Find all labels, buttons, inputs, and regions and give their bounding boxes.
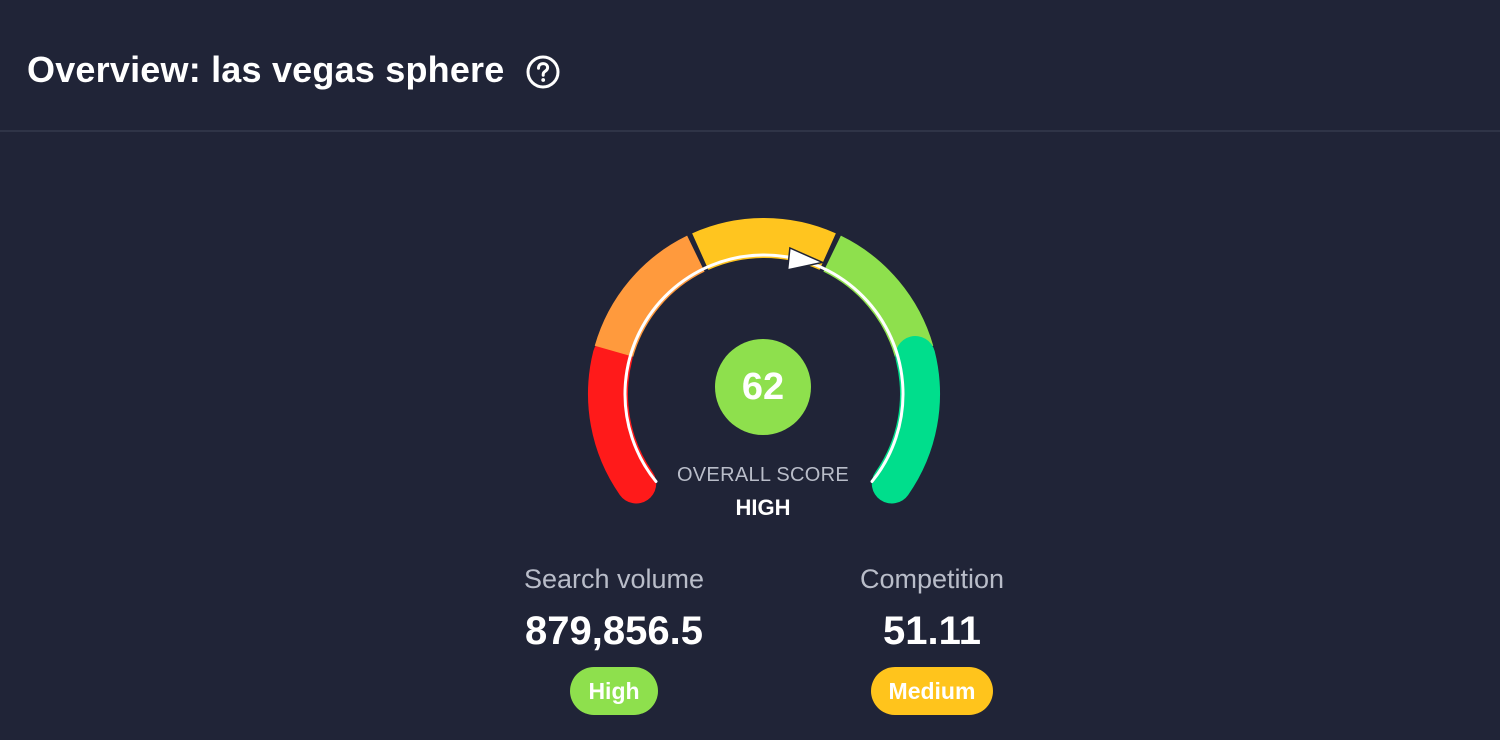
competition-badge: Medium xyxy=(870,667,994,715)
overview-header: Overview: las vegas sphere xyxy=(0,0,1500,132)
overall-score-value: 62 xyxy=(715,339,811,435)
gauge-pointer-icon xyxy=(786,246,826,271)
score-gauge xyxy=(588,218,940,504)
gauge-segment xyxy=(871,336,940,504)
search-volume-value: 879,856.5 xyxy=(525,609,703,653)
search-volume-badge: High xyxy=(570,667,658,715)
competition-metric: Competition 51.11 Medium xyxy=(782,562,1082,715)
gauge-segment xyxy=(594,235,706,358)
page-title: Overview: las vegas sphere xyxy=(27,49,505,90)
search-volume-metric: Search volume 879,856.5 High xyxy=(464,562,764,715)
overall-score-label: OVERALL SCORE xyxy=(676,464,850,486)
overall-score-level: HIGH xyxy=(735,495,791,520)
search-volume-label: Search volume xyxy=(523,564,705,594)
competition-value: 51.11 xyxy=(883,609,981,653)
gauge-inner-arc xyxy=(623,253,905,483)
gauge-segments xyxy=(588,218,940,504)
gauge-segment xyxy=(692,218,836,271)
question-circle-icon[interactable] xyxy=(525,54,561,90)
gauge-segment xyxy=(588,336,657,504)
gauge-segment xyxy=(822,235,934,358)
competition-label: Competition xyxy=(859,564,1005,594)
